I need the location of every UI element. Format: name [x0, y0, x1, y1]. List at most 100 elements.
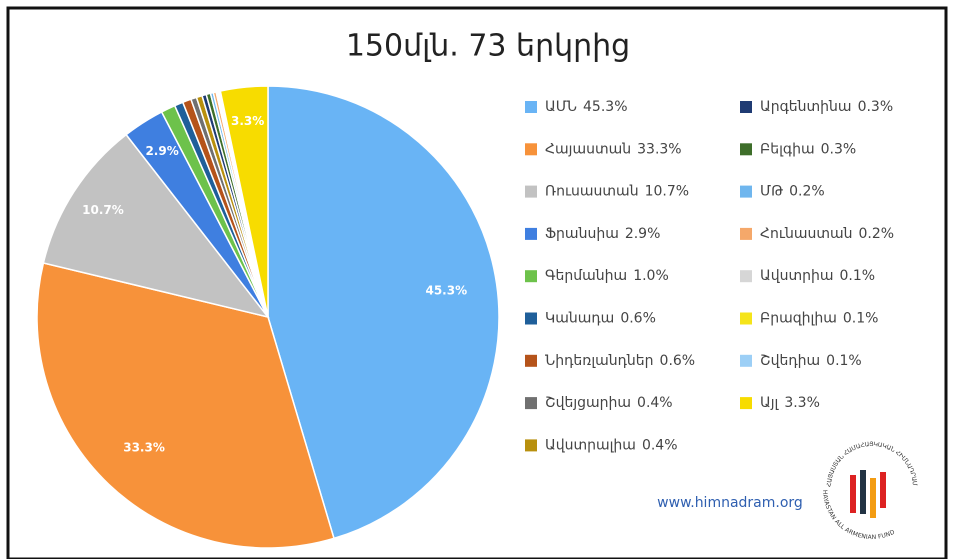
pie-slice [36, 262, 335, 549]
legend-name: Հունաստան [760, 226, 853, 242]
legend-entry: ՄԹ 0.2% [740, 184, 825, 200]
legend-value: 45.3% [583, 99, 627, 115]
legend-label: Ռուսաստան 10.7% [545, 184, 689, 200]
pie-slice [219, 85, 269, 318]
pie [36, 85, 500, 549]
legend-value: 3.3% [784, 395, 820, 411]
legend-swatch [525, 354, 537, 367]
legend-label: Հայաստան 33.3% [545, 141, 682, 157]
legend-label: Բելգիա 0.3% [760, 141, 856, 157]
legend-swatch [740, 312, 752, 325]
legend-value: 0.3% [821, 141, 857, 157]
legend-value: 0.2% [859, 226, 895, 242]
slice-label: 33.3% [123, 440, 165, 454]
legend-value: 2.9% [625, 226, 661, 242]
legend-entry: Բելգիա 0.3% [740, 141, 856, 157]
legend-value: 0.3% [858, 99, 894, 115]
legend-name: Ֆրանսիա [545, 226, 619, 242]
legend-value: 10.7% [645, 184, 689, 200]
legend-entry: Բրազիլիա 0.1% [740, 311, 878, 327]
legend-label: Ֆրանսիա 2.9% [545, 226, 660, 242]
logo-bar [870, 478, 876, 518]
legend-swatch [740, 185, 752, 198]
legend-name: Ավստրալիա [545, 437, 636, 453]
legend-swatch [525, 101, 537, 113]
legend-entry: Ավստրալիա 0.4% [525, 437, 678, 453]
legend-swatch [740, 354, 752, 367]
legend-value: 0.4% [637, 395, 673, 411]
logo-bar [850, 475, 856, 513]
slice-label: 3.3% [231, 114, 264, 128]
legend-swatch [525, 397, 537, 410]
legend-swatch [740, 270, 752, 283]
legend-swatch [525, 143, 537, 156]
legend-entry: Շվեդիա 0.1% [740, 353, 862, 369]
legend-name: Բելգիա [760, 141, 815, 157]
legend-name: Շվեյցարիա [545, 395, 631, 411]
legend-name: Այլ [760, 395, 780, 411]
legend-label: Բրազիլիա 0.1% [760, 311, 878, 327]
legend-swatch [525, 270, 537, 283]
legend-entry: Հունաստան 0.2% [740, 226, 894, 242]
legend-swatch [740, 143, 752, 156]
legend-value: 0.1% [826, 353, 862, 369]
legend-entry: ԱՄՆ 45.3% [525, 99, 628, 115]
legend-label: Կանադա 0.6% [545, 311, 656, 327]
legend-entry: Գերմանիա 1.0% [525, 268, 669, 284]
legend-entry: Նիդեռլանդներ 0.6% [525, 353, 695, 369]
legend-label: Արգենտինա 0.3% [760, 99, 893, 115]
legend-label: Հունաստան 0.2% [760, 226, 894, 242]
legend-name: ԱՄՆ [545, 99, 577, 115]
legend-swatch [740, 227, 752, 240]
legend-swatch [740, 101, 752, 113]
logo-bar [860, 470, 866, 514]
legend-name: Շվեդիա [760, 353, 820, 369]
slice-label: 45.3% [425, 284, 467, 298]
legend-entry: Այլ 3.3% [740, 395, 820, 411]
legend-swatch [525, 227, 537, 240]
website: www.himnadram.org [657, 495, 803, 511]
legend-entry: Ավստրիա 0.1% [740, 268, 875, 284]
legend-entry: Կանադա 0.6% [525, 311, 656, 327]
legend-label: ԱՄՆ 45.3% [545, 99, 628, 115]
legend-name: Գերմանիա [545, 268, 627, 284]
pie-slice [267, 85, 500, 540]
legend-swatch [525, 185, 537, 198]
legend-name: Հայաստան [545, 141, 631, 157]
legend-entry: Ռուսաստան 10.7% [525, 184, 689, 200]
legend-name: ՄԹ [760, 184, 783, 200]
legend-value: 0.1% [840, 268, 876, 284]
slice-label: 2.9% [145, 144, 178, 158]
legend-label: Գերմանիա 1.0% [545, 268, 669, 284]
legend-label: Ավստրիա 0.1% [760, 268, 875, 284]
legend-entry: Արգենտինա 0.3% [740, 99, 893, 115]
chart-title: 150մլն. 73 երկրից [346, 29, 630, 64]
slice-label: 10.7% [82, 203, 124, 217]
legend-value: 33.3% [637, 141, 681, 157]
legend-label: Շվեյցարիա 0.4% [545, 395, 673, 411]
legend-value: 0.4% [642, 437, 678, 453]
legend-entry: Հայաստան 33.3% [525, 141, 682, 157]
legend-swatch [740, 397, 752, 410]
pie-slice [42, 133, 270, 319]
legend-name: Ռուսաստան [545, 184, 639, 200]
legend-label: Այլ 3.3% [760, 395, 820, 411]
legend-label: Շվեդիա 0.1% [760, 353, 862, 369]
legend-name: Բրազիլիա [760, 311, 837, 327]
legend-value: 0.6% [620, 311, 656, 327]
legend-label: ՄԹ 0.2% [760, 184, 825, 200]
legend-swatch [525, 312, 537, 325]
legend-label: Ավստրալիա 0.4% [545, 437, 678, 453]
legend-label: Նիդեռլանդներ 0.6% [545, 353, 695, 369]
legend-value: 0.6% [660, 353, 696, 369]
legend-value: 0.1% [843, 311, 879, 327]
logo-bar [880, 472, 886, 508]
legend-entry: Ֆրանսիա 2.9% [525, 226, 660, 242]
legend-entry: Շվեյցարիա 0.4% [525, 395, 673, 411]
legend-name: Ավստրիա [760, 268, 834, 284]
legend-name: Նիդեռլանդներ [545, 353, 654, 369]
legend-name: Կանադա [545, 311, 614, 327]
legend-name: Արգենտինա [760, 99, 852, 115]
legend-value: 0.2% [789, 184, 825, 200]
